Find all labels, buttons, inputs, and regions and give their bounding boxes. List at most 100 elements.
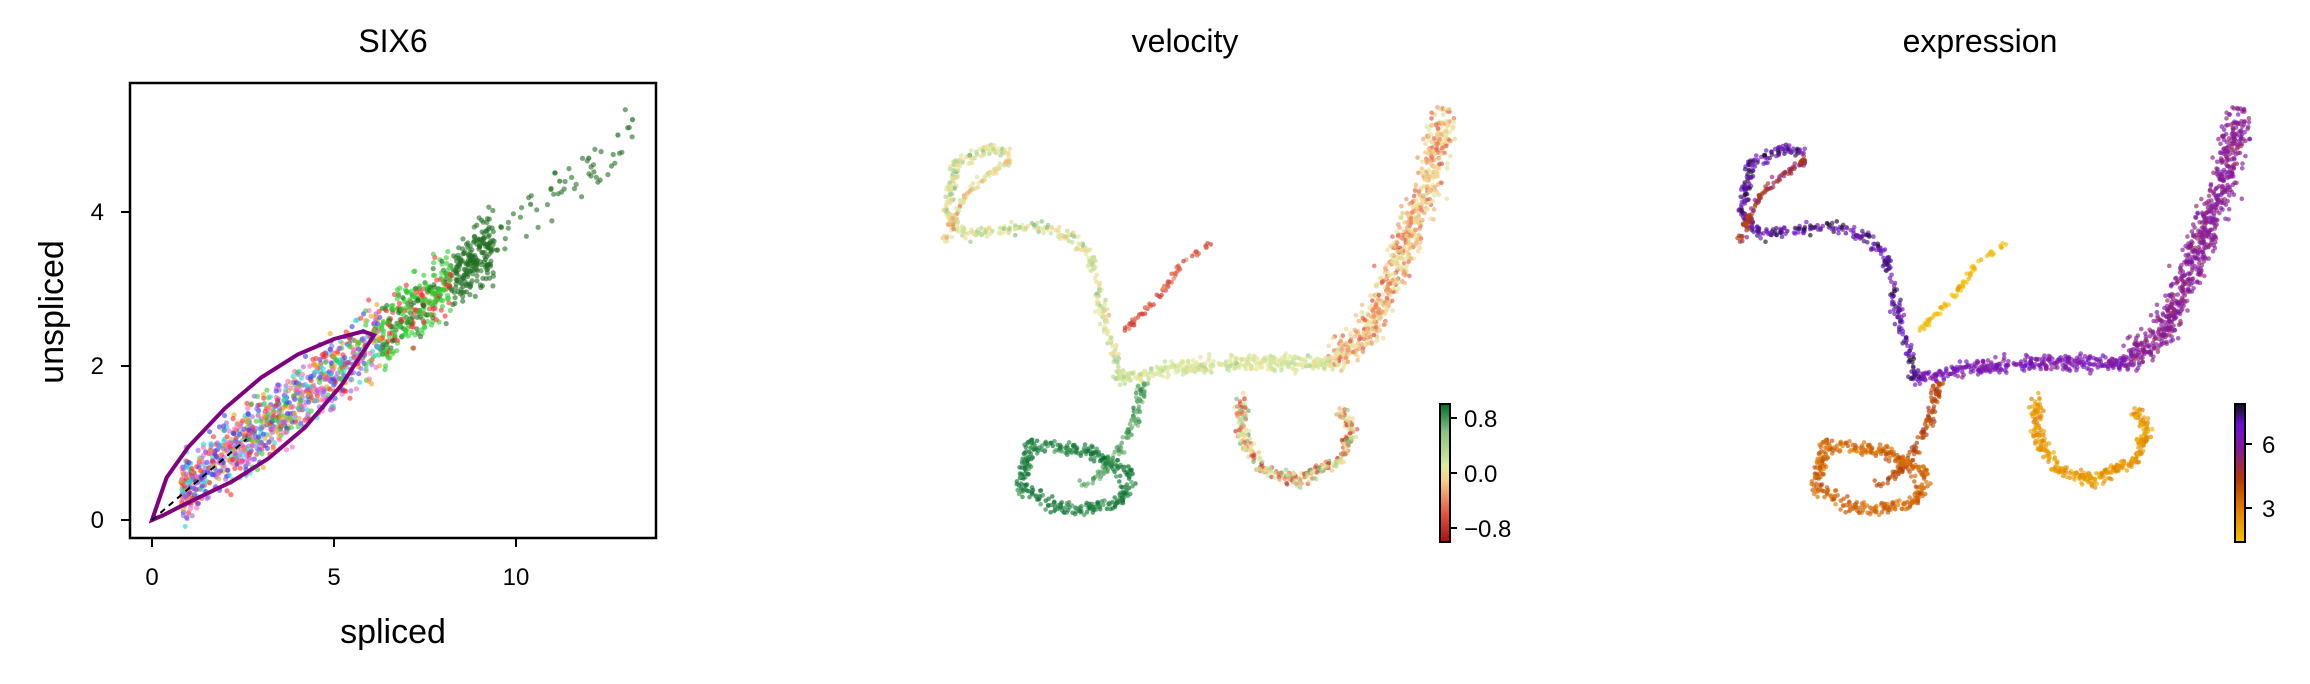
velocity-point bbox=[1375, 281, 1381, 287]
velocity-point bbox=[1297, 485, 1303, 490]
velocity-point bbox=[1405, 241, 1410, 246]
scatter-point bbox=[360, 335, 366, 342]
scatter-point bbox=[414, 326, 420, 332]
expression-point bbox=[2080, 360, 2086, 365]
velocity-point bbox=[1425, 178, 1430, 183]
scatter-point bbox=[226, 472, 232, 478]
expression-point bbox=[2208, 216, 2214, 221]
velocity-point bbox=[1142, 382, 1147, 387]
velocity-point bbox=[1146, 375, 1152, 381]
x-tick-label: 0 bbox=[145, 564, 158, 591]
velocity-point bbox=[1412, 219, 1418, 225]
velocity-point bbox=[1387, 293, 1393, 298]
velocity-point bbox=[1074, 445, 1080, 451]
velocity-point bbox=[1324, 464, 1330, 470]
velocity-point bbox=[1395, 233, 1401, 239]
scatter-point bbox=[488, 258, 494, 264]
velocity-point bbox=[1237, 407, 1243, 413]
velocity-point bbox=[1251, 353, 1257, 359]
velocity-point bbox=[1338, 342, 1343, 347]
scatter-point bbox=[486, 232, 492, 238]
scatter-point bbox=[191, 492, 198, 498]
velocity-point bbox=[1359, 342, 1364, 347]
velocity-point bbox=[1038, 501, 1043, 507]
scatter-point bbox=[336, 345, 342, 352]
scatter-point bbox=[276, 405, 282, 411]
velocity-point bbox=[949, 197, 954, 202]
expression-point bbox=[2204, 233, 2209, 239]
expression-point bbox=[2219, 173, 2225, 179]
scatter-point bbox=[486, 251, 492, 257]
velocity-point bbox=[959, 153, 964, 158]
expression-point bbox=[2078, 351, 2083, 356]
velocity-point bbox=[1376, 307, 1382, 312]
velocity-point bbox=[1365, 326, 1370, 331]
expression-point bbox=[2227, 184, 2232, 190]
scatter-point bbox=[571, 186, 578, 192]
scatter-point bbox=[196, 456, 202, 463]
scatter-point bbox=[286, 417, 293, 423]
velocity-point bbox=[1241, 423, 1247, 428]
expression-point bbox=[2213, 236, 2219, 241]
scatter-point bbox=[485, 261, 491, 268]
scatter-point bbox=[366, 297, 372, 303]
scatter-point bbox=[250, 439, 256, 445]
velocity-point bbox=[1227, 357, 1233, 363]
velocity-point bbox=[1380, 278, 1386, 284]
velocity-point bbox=[1181, 258, 1186, 264]
velocity-point bbox=[1391, 286, 1396, 291]
scatter-point bbox=[251, 393, 257, 399]
velocity-point bbox=[1407, 273, 1412, 279]
velocity-point bbox=[1404, 196, 1409, 202]
scatter-point bbox=[502, 246, 508, 252]
scatter-point bbox=[481, 240, 487, 246]
scatter-point bbox=[249, 443, 255, 449]
scatter-point bbox=[270, 416, 276, 422]
expression-point bbox=[2234, 131, 2239, 136]
scatter-point bbox=[214, 468, 220, 474]
velocity-point bbox=[1370, 298, 1375, 303]
velocity-point bbox=[1141, 392, 1147, 398]
velocity-point bbox=[1130, 424, 1135, 429]
expression-point bbox=[2221, 137, 2227, 143]
velocity-point bbox=[956, 207, 961, 213]
scatter-point bbox=[277, 437, 283, 443]
scatter-point bbox=[447, 283, 453, 289]
scatter-point bbox=[372, 352, 379, 358]
velocity-point bbox=[1001, 226, 1007, 231]
velocity-point bbox=[1283, 351, 1288, 356]
expression-point bbox=[2175, 336, 2181, 341]
velocity-point bbox=[1428, 169, 1433, 175]
expression-point bbox=[2157, 317, 2163, 323]
velocity-point bbox=[1304, 471, 1310, 477]
velocity-point bbox=[972, 230, 977, 236]
scatter-point bbox=[414, 314, 420, 320]
velocity-point bbox=[1058, 236, 1063, 241]
expression-point bbox=[1980, 358, 1986, 364]
scatter-point bbox=[245, 405, 251, 411]
scatter-point bbox=[422, 281, 428, 287]
expression-point bbox=[2239, 119, 2244, 124]
scatter-point bbox=[259, 425, 265, 431]
scatter-point bbox=[485, 226, 491, 232]
velocity-point bbox=[1087, 448, 1092, 454]
velocity-point bbox=[1111, 374, 1116, 380]
velocity-point bbox=[1105, 332, 1110, 337]
velocity-point bbox=[1312, 476, 1317, 481]
velocity-point bbox=[1100, 502, 1106, 508]
scatter-point bbox=[230, 416, 236, 422]
velocity-point bbox=[1029, 445, 1035, 450]
expression-point bbox=[2182, 293, 2188, 298]
scatter-point bbox=[180, 512, 186, 519]
velocity-point bbox=[1254, 362, 1259, 368]
velocity-point bbox=[1254, 467, 1259, 472]
scatter-point bbox=[245, 461, 251, 467]
scatter-point bbox=[327, 346, 333, 352]
velocity-point bbox=[1132, 317, 1137, 323]
velocity-point bbox=[1277, 471, 1282, 476]
scatter-point bbox=[254, 406, 260, 412]
velocity-point bbox=[1371, 332, 1377, 338]
scatter-point bbox=[363, 318, 369, 324]
scatter-point bbox=[494, 247, 501, 253]
velocity-colorbar-gradient bbox=[1439, 403, 1451, 543]
